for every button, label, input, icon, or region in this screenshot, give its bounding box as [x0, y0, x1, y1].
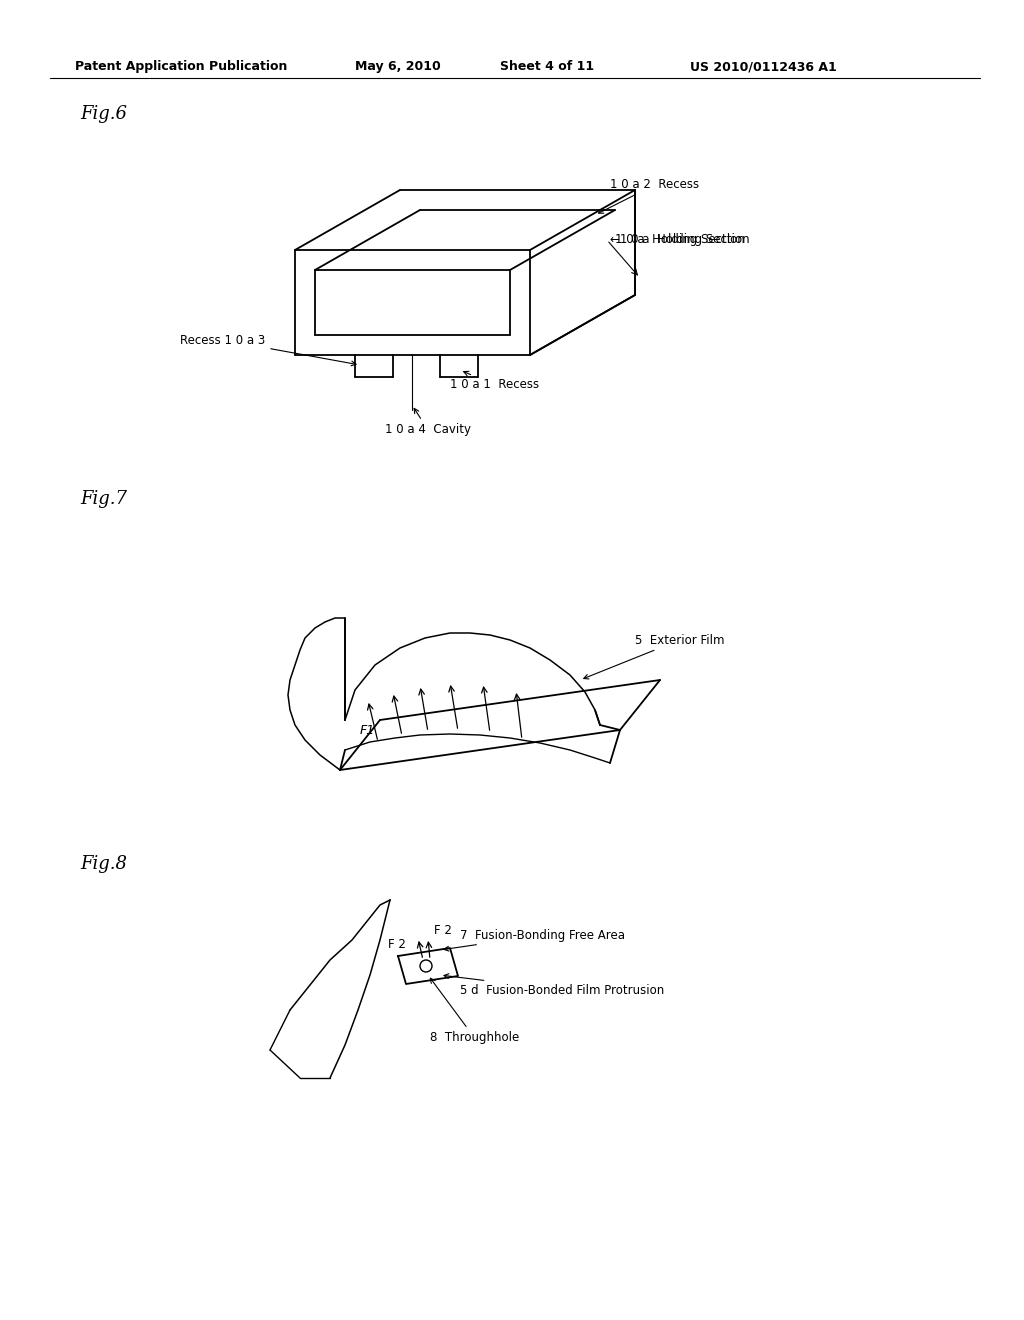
Text: 5  Exterior Film: 5 Exterior Film — [584, 634, 725, 678]
Text: 8  Throughhole: 8 Throughhole — [430, 978, 519, 1044]
Text: Fig.6: Fig.6 — [80, 106, 127, 123]
Text: Fig.8: Fig.8 — [80, 855, 127, 873]
Text: Fig.7: Fig.7 — [80, 490, 127, 508]
Text: F 2: F 2 — [434, 924, 452, 937]
Text: F 2: F 2 — [388, 937, 406, 950]
Text: Recess 1 0 a 3: Recess 1 0 a 3 — [180, 334, 356, 366]
Text: 1 0 a 1  Recess: 1 0 a 1 Recess — [450, 371, 539, 392]
Text: Sheet 4 of 11: Sheet 4 of 11 — [500, 59, 594, 73]
Text: 5 d  Fusion-Bonded Film Protrusion: 5 d Fusion-Bonded Film Protrusion — [444, 974, 665, 997]
Text: 7  Fusion-Bonding Free Area: 7 Fusion-Bonding Free Area — [444, 928, 625, 952]
Text: Patent Application Publication: Patent Application Publication — [75, 59, 288, 73]
Text: US 2010/0112436 A1: US 2010/0112436 A1 — [690, 59, 837, 73]
Text: 1 0 a 4  Cavity: 1 0 a 4 Cavity — [385, 408, 471, 437]
Text: May 6, 2010: May 6, 2010 — [355, 59, 440, 73]
Text: ←1 0 a  Holding Section: ←1 0 a Holding Section — [610, 234, 750, 247]
Text: F1: F1 — [360, 723, 375, 737]
Text: 1 0 a  Holding Section: 1 0 a Holding Section — [615, 234, 744, 247]
Text: 1 0 a 2  Recess: 1 0 a 2 Recess — [599, 178, 699, 214]
